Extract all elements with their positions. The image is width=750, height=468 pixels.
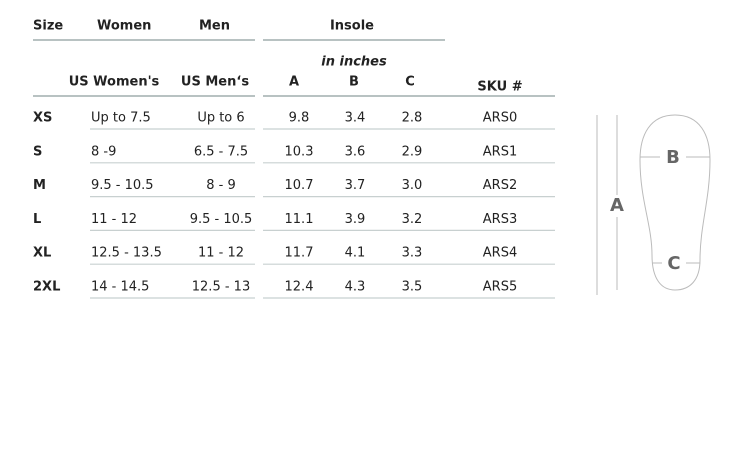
cell: 11 - 12 [91, 212, 137, 227]
cell: 11.1 [285, 212, 314, 227]
women-header: Women [97, 19, 151, 34]
cell: 4.3 [345, 280, 366, 295]
cell: 10.7 [285, 178, 314, 193]
size-cell: XL [33, 246, 51, 261]
cell: 9.5 - 10.5 [91, 178, 154, 193]
cell: 11 - 12 [198, 246, 244, 261]
cell: 3.9 [345, 212, 366, 227]
size-cell: L [33, 212, 41, 227]
column-header: B [349, 75, 359, 90]
cell: 8 -9 [91, 144, 116, 159]
cell: 3.6 [345, 144, 366, 159]
cell: 4.1 [345, 246, 366, 261]
label-c: C [667, 253, 680, 274]
cell: ARS2 [483, 178, 517, 193]
insole-outline [639, 114, 711, 291]
column-header: US Women's [69, 75, 160, 90]
cell: 8 - 9 [206, 178, 236, 193]
cell: 3.0 [402, 178, 423, 193]
cell: 3.5 [402, 280, 423, 295]
cell: ARS1 [483, 144, 517, 159]
cell: 11.7 [285, 246, 314, 261]
cell: ARS5 [483, 280, 517, 295]
label-a: A [610, 195, 624, 216]
cell: 3.7 [345, 178, 366, 193]
cell: 12.4 [285, 280, 314, 295]
size-cell: XS [33, 111, 52, 126]
label-b: B [666, 147, 680, 168]
cell: 14 - 14.5 [91, 280, 149, 295]
cell: Up to 7.5 [91, 111, 151, 126]
cell: Up to 6 [197, 111, 244, 126]
cell: 12.5 - 13.5 [91, 246, 162, 261]
column-header: C [405, 75, 415, 90]
size-header: Size [33, 19, 63, 34]
insole-diagram: A B C [596, 114, 711, 295]
cell: 3.4 [345, 111, 366, 126]
cell: 3.2 [402, 212, 423, 227]
men-header: Men [199, 19, 230, 34]
column-header: A [289, 75, 299, 90]
insole-header: Insole [330, 19, 374, 34]
cell: 10.3 [285, 144, 314, 159]
cell: 9.8 [289, 111, 310, 126]
units: in inches [321, 55, 387, 70]
cell: 9.5 - 10.5 [190, 212, 253, 227]
cell: ARS0 [483, 111, 517, 126]
size-cell: 2XL [33, 280, 60, 295]
cell: ARS3 [483, 212, 517, 227]
cell: 6.5 - 7.5 [194, 144, 248, 159]
cell: 2.9 [402, 144, 423, 159]
column-header: US Men‘s [181, 75, 249, 90]
cell: 3.3 [402, 246, 423, 261]
cell: ARS4 [483, 246, 517, 261]
size-cell: M [33, 178, 46, 193]
size-cell: S [33, 144, 42, 159]
cell: 2.8 [402, 111, 423, 126]
cell: 12.5 - 13 [192, 280, 250, 295]
column-header: SKU # [477, 80, 522, 95]
